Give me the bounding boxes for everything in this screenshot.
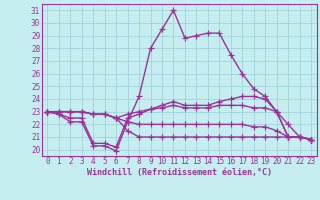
X-axis label: Windchill (Refroidissement éolien,°C): Windchill (Refroidissement éolien,°C): [87, 168, 272, 177]
